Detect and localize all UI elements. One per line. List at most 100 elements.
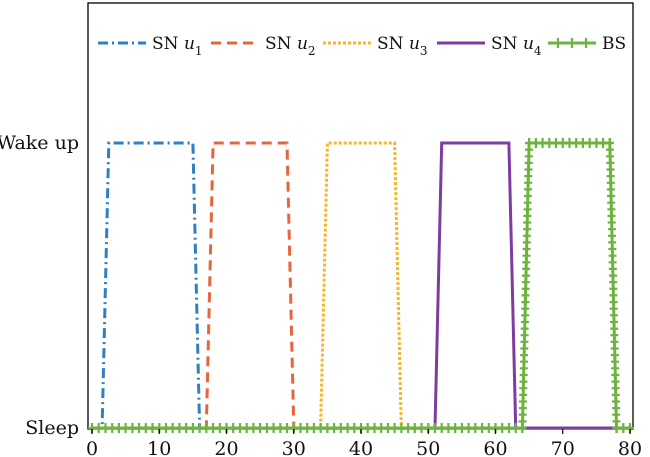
bs-marker	[404, 423, 413, 433]
bs-marker	[188, 423, 197, 433]
series-line-5	[92, 141, 630, 430]
bs-marker	[108, 423, 117, 433]
bs-marker	[545, 138, 554, 148]
bs-marker	[135, 423, 144, 433]
x-tick-label: 70	[551, 438, 575, 457]
bs-marker	[101, 423, 110, 433]
bs-marker	[464, 423, 473, 433]
series-lines	[88, 138, 634, 433]
bs-marker	[296, 423, 305, 433]
bs-marker	[256, 423, 265, 433]
legend-label: BS	[602, 34, 626, 54]
legend-item-3: SN u3	[323, 34, 428, 58]
bs-marker	[148, 423, 157, 433]
bs-marker	[397, 423, 406, 433]
bs-marker	[578, 138, 587, 148]
bs-marker	[505, 423, 513, 433]
legend-item-2: SN u2	[211, 34, 316, 58]
series-markers-5	[88, 138, 634, 433]
x-tick-label: 20	[214, 438, 238, 457]
bs-marker	[377, 423, 386, 433]
series-line-3	[92, 141, 630, 430]
y-axis-ticks: Wake up Sleep	[0, 132, 79, 439]
legend-item-5: BS	[548, 34, 626, 54]
y-tick-label: Sleep	[25, 417, 79, 439]
bs-marker	[209, 423, 218, 433]
legend-label: SN u2	[265, 34, 316, 58]
bs-marker	[592, 138, 601, 148]
bs-marker	[336, 423, 345, 433]
bs-marker	[141, 423, 150, 433]
bs-marker	[417, 423, 426, 433]
legend-label: SN u1	[152, 34, 203, 58]
bs-marker	[431, 423, 439, 433]
bs-marker	[309, 423, 318, 433]
x-tick-label: 50	[416, 438, 440, 457]
bs-marker	[182, 423, 191, 433]
bs-marker	[612, 423, 621, 433]
bs-marker	[168, 423, 177, 433]
legend-label: SN u3	[377, 34, 428, 58]
bs-marker	[262, 423, 271, 433]
bs-marker	[242, 423, 251, 433]
bs-marker	[330, 423, 339, 433]
x-tick-label: 60	[483, 438, 507, 457]
bs-marker	[215, 423, 224, 433]
series-line-1	[92, 141, 630, 430]
bs-marker	[599, 138, 608, 148]
bs-marker	[471, 423, 480, 433]
x-tick-label: 0	[86, 438, 98, 457]
bs-marker	[343, 423, 352, 433]
legend-item-1: SN u1	[98, 34, 203, 58]
bs-marker	[457, 423, 466, 433]
x-tick-label: 10	[147, 438, 171, 457]
bs-marker	[552, 138, 560, 148]
bs-marker	[370, 423, 379, 433]
bs-marker	[283, 423, 291, 433]
legend-marker	[568, 38, 576, 48]
bs-marker	[437, 423, 446, 433]
bs-marker	[444, 423, 453, 433]
bs-marker	[390, 423, 399, 433]
legend-item-4: SN u4	[437, 34, 542, 58]
bs-marker	[383, 423, 392, 433]
bs-marker	[525, 138, 534, 148]
bs-marker	[162, 423, 170, 433]
bs-marker	[538, 138, 547, 148]
bs-marker	[585, 138, 594, 148]
bs-marker	[236, 423, 244, 433]
bs-marker	[531, 138, 540, 148]
legend-label: SN u4	[491, 34, 542, 58]
legend-marker	[582, 38, 590, 48]
x-tick-label: 40	[349, 438, 373, 457]
bs-marker	[94, 423, 103, 433]
bs-marker	[478, 423, 487, 433]
bs-marker	[316, 423, 325, 433]
bs-marker	[350, 423, 359, 433]
bs-marker	[121, 423, 130, 433]
y-tick-label: Wake up	[0, 132, 79, 154]
legend: SN u1 SN u2 SN u3 SN u4 BS	[98, 34, 626, 58]
bs-marker	[572, 138, 581, 148]
bs-marker	[249, 423, 258, 433]
bs-marker	[363, 423, 372, 433]
x-tick-label: 80	[618, 438, 642, 457]
bs-marker	[202, 423, 211, 433]
bs-marker	[128, 423, 137, 433]
bs-marker	[323, 423, 332, 433]
bs-marker	[558, 138, 567, 148]
bs-marker	[410, 423, 419, 433]
bs-marker	[276, 423, 285, 433]
bs-marker	[114, 423, 123, 433]
series-line-4	[92, 141, 630, 430]
bs-marker	[619, 423, 628, 433]
legend-marker	[554, 38, 562, 48]
bs-marker	[175, 423, 184, 433]
bs-marker	[511, 423, 520, 433]
bs-marker	[498, 423, 507, 433]
bs-marker	[565, 138, 574, 148]
bs-marker	[269, 423, 278, 433]
x-tick-label: 30	[282, 438, 306, 457]
bs-marker	[303, 423, 312, 433]
